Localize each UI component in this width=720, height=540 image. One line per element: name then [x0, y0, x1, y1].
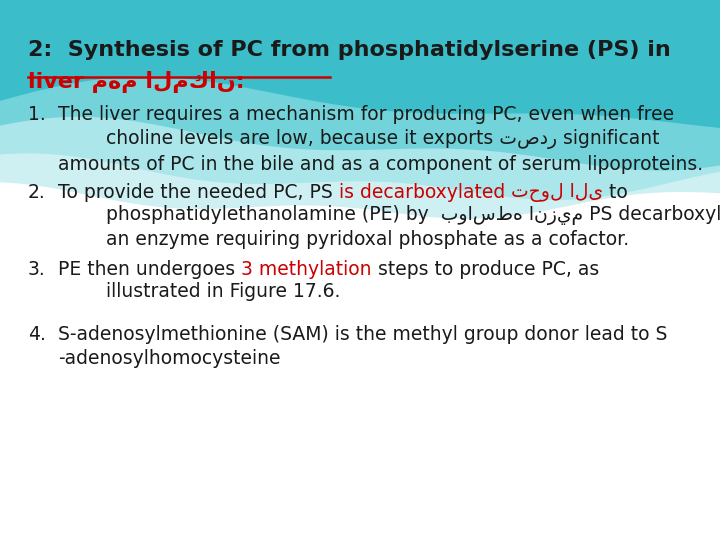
Text: S-adenosylmethionine (SAM) is the methyl group donor lead to S
-adenosylhomocyst: S-adenosylmethionine (SAM) is the methyl…: [58, 325, 667, 368]
Text: illustrated in Figure 17.6.: illustrated in Figure 17.6.: [58, 282, 341, 301]
Text: 2:  Synthesis of PC from phosphatidylserine (PS) in: 2: Synthesis of PC from phosphatidylseri…: [28, 40, 671, 60]
Text: is decarboxylated: is decarboxylated: [338, 183, 505, 202]
Text: 1.: 1.: [28, 105, 46, 124]
Text: steps to produce PC, as: steps to produce PC, as: [372, 260, 599, 279]
Text: 2.: 2.: [28, 183, 46, 202]
Text: PE then undergoes: PE then undergoes: [58, 260, 241, 279]
Text: To provide the needed PC, PS: To provide the needed PC, PS: [58, 183, 338, 202]
Text: 3.: 3.: [28, 260, 46, 279]
Text: to: to: [603, 183, 628, 202]
Text: تحول الى: تحول الى: [505, 183, 603, 202]
Text: liver مهم المكان:: liver مهم المكان:: [28, 71, 245, 93]
Text: The liver requires a mechanism for producing PC, even when free
        choline : The liver requires a mechanism for produ…: [58, 105, 703, 173]
Text: phosphatidylethanolamine (PE) by  بواسطه انزيم PS decarboxylase,
        an enzy: phosphatidylethanolamine (PE) by بواسطه …: [58, 205, 720, 249]
Text: 4.: 4.: [28, 325, 46, 344]
Text: 3 methylation: 3 methylation: [241, 260, 372, 279]
